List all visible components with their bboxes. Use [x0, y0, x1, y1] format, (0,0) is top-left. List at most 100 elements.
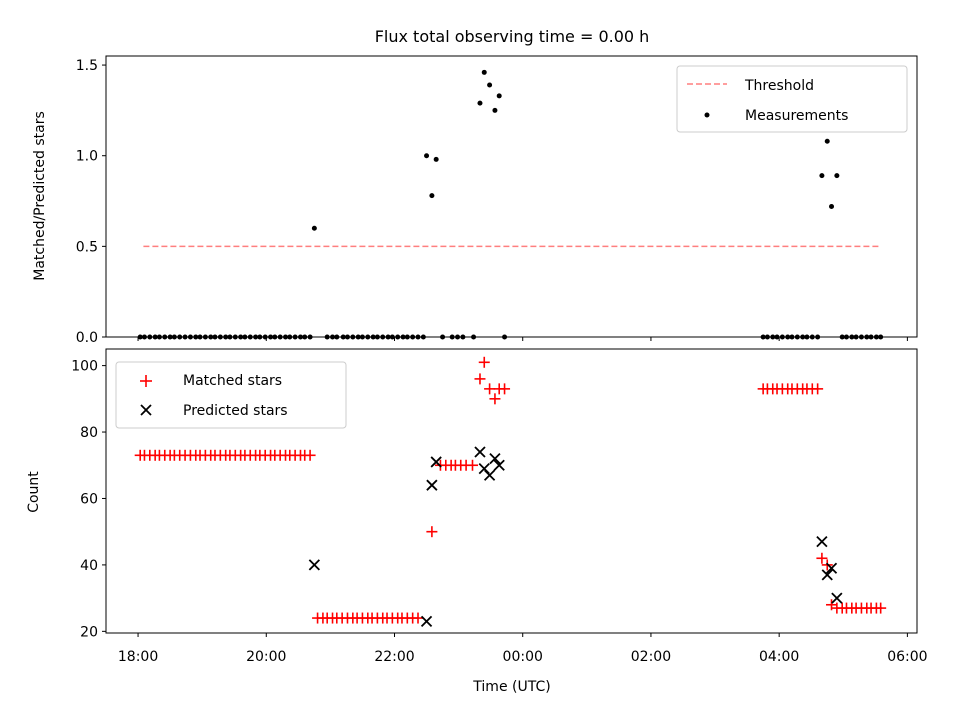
- measurement-point: [177, 334, 183, 340]
- measurement-point: [171, 334, 177, 340]
- matched-point: [875, 602, 887, 614]
- measurement-point: [217, 334, 223, 340]
- measurement-point: [770, 334, 776, 340]
- predicted-point-stroke-b: [831, 592, 843, 604]
- count-x-tick-label: 02:00: [631, 649, 671, 665]
- predicted-point-stroke-b: [821, 569, 833, 581]
- measurement-point: [404, 334, 410, 340]
- measurement-point: [433, 156, 439, 162]
- predicted-point-stroke-b: [478, 462, 490, 475]
- measurement-point: [197, 334, 203, 340]
- chart-title: Flux total observing time = 0.00 h: [375, 27, 650, 46]
- measurement-point: [137, 334, 143, 340]
- ratio-y-tick-label: 0.5: [76, 239, 98, 255]
- ratio-legend-box: [676, 65, 908, 133]
- legend-predicted-label: Predicted stars: [183, 403, 288, 419]
- matched-point: [812, 383, 824, 395]
- measurement-point: [242, 334, 248, 340]
- ratio-legend: Threshold Measurements: [676, 65, 908, 133]
- legend-predicted-swatch: [140, 404, 152, 416]
- legend-measurements-swatch: [704, 112, 710, 118]
- matched-point: [412, 612, 424, 624]
- measurement-point: [232, 334, 238, 340]
- predicted-point-stroke-b: [420, 615, 433, 628]
- measurement-point: [829, 203, 835, 209]
- ratio-y-axis-label: Matched/Predicted stars: [32, 111, 48, 281]
- measurement-point: [843, 334, 849, 340]
- matched-point: [474, 373, 486, 385]
- measurement-point: [340, 334, 346, 340]
- count-x-axis: 18:00 20:00 22:00 00:00 02:00 04:00 06:00: [118, 633, 928, 665]
- count-x-tick-label: 18:00: [118, 649, 158, 665]
- count-plot-area: [105, 348, 918, 634]
- matched-point: [484, 383, 496, 395]
- measurement-point: [152, 334, 158, 340]
- predicted-point: [825, 562, 838, 574]
- matched-point: [478, 356, 490, 368]
- measurement-point: [774, 334, 780, 340]
- measurement-point: [477, 100, 483, 106]
- measurement-point: [471, 334, 477, 340]
- measurement-point: [297, 334, 303, 340]
- measurement-point: [292, 334, 298, 340]
- count-y-axis-label: Count: [26, 471, 42, 513]
- count-y-tick-label: 60: [80, 491, 98, 507]
- measurement-point: [487, 82, 493, 88]
- measurement-point: [223, 334, 229, 340]
- predicted-point-stroke-b: [474, 446, 486, 458]
- count-x-tick-label: 04:00: [759, 649, 799, 665]
- measurement-point: [167, 334, 173, 340]
- measurement-points: [137, 69, 884, 340]
- predicted-point: [816, 536, 828, 548]
- measurement-point: [212, 334, 218, 340]
- matched-points: [134, 356, 887, 624]
- measurement-point: [760, 334, 766, 340]
- measurement-point: [156, 334, 162, 340]
- predicted-point: [474, 446, 486, 458]
- measurement-point: [283, 334, 289, 340]
- measurement-point: [779, 334, 785, 340]
- predicted-point: [489, 452, 501, 465]
- measurement-point: [429, 193, 435, 199]
- measurement-point: [355, 334, 361, 340]
- measurement-point: [272, 334, 278, 340]
- measurement-point: [420, 334, 426, 340]
- count-panel: Count Time (UTC) 20 40 60 80 100 18:00 20:00 2…: [26, 348, 928, 695]
- measurement-point: [400, 334, 406, 340]
- measurement-point: [440, 334, 446, 340]
- measurement-point: [449, 334, 455, 340]
- measurement-point: [496, 93, 502, 99]
- measurement-point: [147, 334, 153, 340]
- measurement-point: [878, 334, 884, 340]
- predicted-point: [493, 459, 505, 471]
- measurement-point: [873, 334, 879, 340]
- matched-point: [466, 459, 478, 471]
- measurement-point: [785, 334, 791, 340]
- legend-matched-label: Matched stars: [183, 373, 282, 389]
- measurement-point: [359, 334, 365, 340]
- measurement-point: [182, 334, 188, 340]
- predicted-point-stroke-b: [483, 469, 496, 481]
- measurement-point: [839, 334, 845, 340]
- measurement-point: [455, 334, 461, 340]
- predicted-points: [308, 446, 843, 628]
- count-x-tick-label: 00:00: [503, 649, 543, 665]
- predicted-point: [420, 615, 433, 628]
- measurement-point: [800, 334, 806, 340]
- measurement-point: [410, 334, 416, 340]
- measurement-point: [819, 173, 825, 179]
- measurement-point: [277, 334, 283, 340]
- measurement-point: [344, 334, 350, 340]
- count-y-axis: 20 40 60 80 100: [71, 359, 106, 640]
- predicted-point: [821, 569, 833, 581]
- measurement-point: [253, 334, 259, 340]
- measurement-point: [481, 69, 487, 75]
- predicted-point: [483, 469, 496, 481]
- measurement-point: [141, 334, 147, 340]
- count-legend-box: [115, 361, 347, 429]
- measurement-point: [370, 334, 376, 340]
- matched-point: [816, 552, 828, 564]
- measurement-point: [764, 334, 770, 340]
- measurement-point: [858, 334, 864, 340]
- measurement-point: [227, 334, 233, 340]
